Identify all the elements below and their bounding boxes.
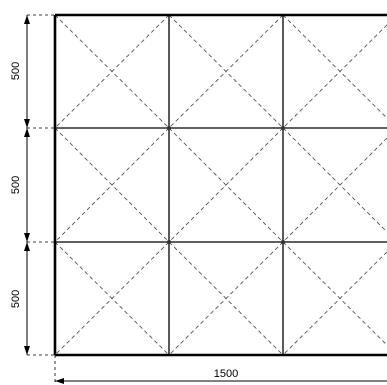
arrowhead [24,233,30,242]
joint-node [167,240,171,244]
joint-nodes [167,126,285,244]
outer-frame [53,13,387,357]
diagonal [54,14,170,129]
arrowhead [24,119,30,128]
diagonal [282,127,387,233]
diagonal [54,127,170,243]
dimension-label-top: 500 [10,62,22,80]
diagonal [54,241,170,356]
arrowhead [24,346,30,355]
joint-node [281,126,285,130]
diagonal [282,137,387,243]
diagonal [282,241,387,346]
dimension-label-width: 1500 [214,368,238,380]
arrowhead [24,128,30,137]
panel-diagonals [54,14,387,356]
arrowhead [24,242,30,251]
diagonal [168,241,284,356]
diagonal [282,14,387,119]
extension-lines [27,14,56,385]
grid-lines [55,15,387,355]
dimension-label-bottom: 500 [10,290,22,308]
diagonal [168,127,284,243]
dimension-label-middle: 500 [10,176,22,194]
diagonal [282,24,387,129]
arrowhead [55,378,64,384]
arrowhead [24,15,30,24]
diagonal [168,14,284,129]
joint-node [167,126,171,130]
diagonal [282,251,387,356]
vertical-dimension-arrows [24,15,30,355]
joint-node [281,240,285,244]
